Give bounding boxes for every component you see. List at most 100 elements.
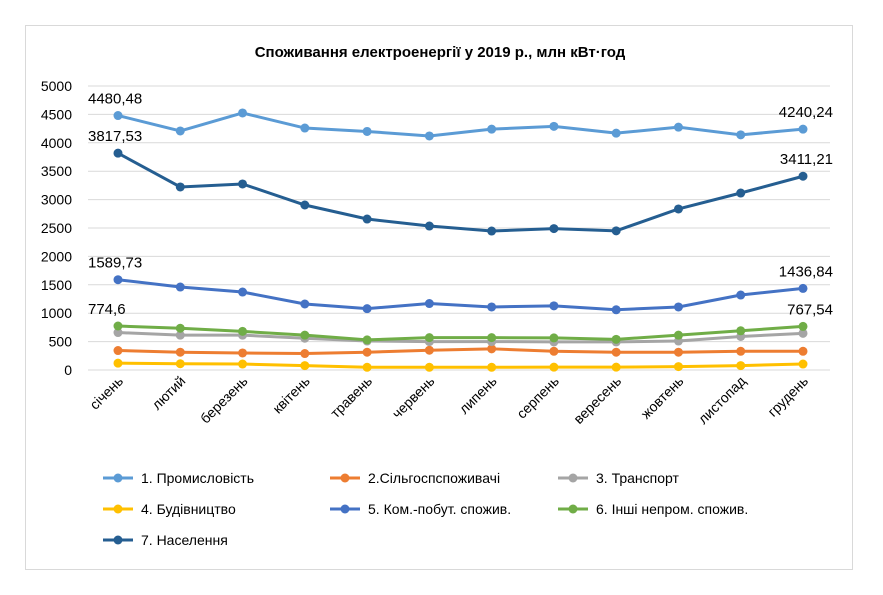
series-line [117, 347, 803, 356]
legend-label: 5. Ком.-побут. спожив. [368, 501, 511, 517]
data-point [798, 359, 808, 369]
data-point [238, 348, 248, 358]
data-point [487, 226, 497, 236]
data-point [611, 305, 621, 315]
series-line [117, 151, 804, 233]
x-tick-label: серпень [513, 373, 562, 422]
legend-marker [568, 473, 578, 483]
legend-marker [340, 504, 350, 514]
data-point [300, 349, 310, 359]
data-point [798, 171, 808, 181]
data-point [238, 179, 248, 189]
data-point [673, 122, 683, 132]
data-point [487, 333, 497, 343]
legend-label: 2.Сільгоспспоживачі [368, 470, 500, 486]
data-point [549, 301, 559, 311]
data-point [611, 362, 621, 372]
legend-marker [340, 473, 350, 483]
data-point [238, 108, 248, 118]
chart-title: Споживання електроенергії у 2019 р., млн… [255, 44, 626, 61]
legend-marker [568, 504, 578, 514]
data-point [175, 347, 185, 357]
data-label: 3411,21 [780, 151, 833, 168]
data-point [673, 362, 683, 372]
data-point [798, 321, 808, 331]
x-tick-label: квітень [269, 373, 313, 417]
data-point [113, 346, 123, 356]
data-label: 3817,53 [88, 128, 142, 145]
data-point [238, 326, 248, 336]
y-tick-label: 1000 [41, 305, 72, 321]
x-tick-label: січень [86, 373, 126, 413]
data-point [798, 346, 808, 356]
x-tick-label: червень [389, 373, 438, 422]
legend-label: 3. Транспорт [596, 470, 679, 486]
data-label: 767,54 [787, 301, 833, 318]
data-point [113, 358, 123, 368]
data-point [175, 126, 185, 136]
data-point [611, 334, 621, 344]
data-point [487, 124, 497, 134]
data-point [673, 330, 683, 340]
data-point [798, 124, 808, 134]
y-tick-label: 2500 [41, 220, 72, 236]
series-line [117, 361, 804, 369]
data-point [424, 299, 434, 309]
data-label: 1589,73 [88, 255, 142, 272]
data-point [798, 283, 808, 293]
x-tick-label: березень [197, 373, 251, 427]
legend-label: 1. Промисловість [141, 470, 254, 486]
legend-marker [113, 473, 123, 483]
data-label: 4480,48 [88, 91, 142, 108]
x-tick-label: лютий [148, 373, 188, 413]
data-point [736, 290, 746, 300]
data-point [238, 287, 248, 297]
data-point [300, 299, 310, 309]
data-point [487, 362, 497, 372]
chart-area [25, 25, 853, 570]
data-point [736, 361, 746, 371]
data-point [362, 126, 372, 136]
series-line [117, 278, 804, 312]
y-tick-label: 3500 [41, 163, 72, 179]
data-point [424, 221, 434, 231]
legend-label: 6. Інші непром. спожив. [596, 501, 748, 517]
data-label: 774,6 [88, 301, 126, 318]
legend-label: 7. Населення [141, 532, 228, 548]
data-point [175, 359, 185, 369]
y-tick-label: 2000 [41, 248, 72, 264]
data-point [362, 304, 372, 314]
data-point [549, 346, 559, 356]
y-tick-label: 5000 [41, 78, 72, 94]
legend-label: 4. Будівництво [141, 501, 236, 517]
y-tick-label: 4000 [41, 135, 72, 151]
data-point [487, 302, 497, 312]
data-point [673, 347, 683, 357]
data-point [175, 182, 185, 192]
data-point [487, 344, 497, 354]
series-line [117, 331, 804, 344]
data-point [424, 345, 434, 355]
data-label: 4240,24 [779, 104, 833, 121]
data-point [424, 131, 434, 141]
data-point [113, 148, 123, 158]
data-point [798, 328, 808, 338]
data-point [549, 362, 559, 372]
data-point [113, 275, 123, 285]
x-tick-label: грудень [764, 373, 811, 420]
data-point [300, 330, 310, 340]
data-point [362, 347, 372, 357]
data-point [113, 328, 123, 338]
data-point [424, 362, 434, 372]
data-point [175, 323, 185, 333]
y-tick-label: 3000 [41, 192, 72, 208]
data-point [673, 302, 683, 312]
data-point [362, 214, 372, 224]
data-point [113, 321, 123, 331]
data-point [238, 359, 248, 369]
y-tick-label: 1500 [41, 277, 72, 293]
data-point [549, 333, 559, 343]
x-tick-label: листопад [695, 373, 749, 427]
series-line [117, 111, 804, 138]
